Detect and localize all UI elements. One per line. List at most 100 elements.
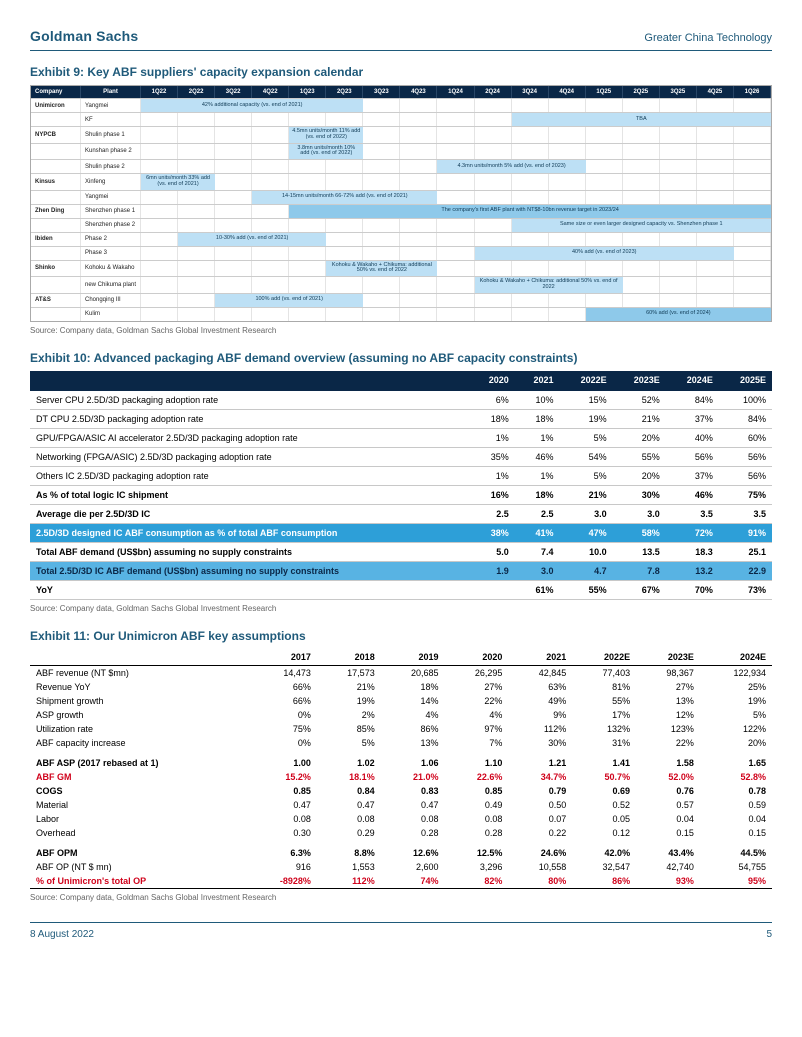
table-cell: 0.47 bbox=[381, 798, 445, 812]
table-cell: 50.7% bbox=[572, 770, 636, 784]
table-cell: 95% bbox=[700, 874, 772, 889]
gantt-empty-cell bbox=[141, 261, 178, 277]
row-label: Material bbox=[30, 798, 247, 812]
gantt-empty-cell bbox=[363, 160, 400, 173]
table-cell: 0.22 bbox=[508, 826, 572, 840]
exhibit-10-source: Source: Company data, Goldman Sachs Glob… bbox=[30, 604, 772, 613]
row-label: ABF revenue (NT $mn) bbox=[30, 665, 247, 680]
col-header: 2017 bbox=[247, 649, 317, 666]
table-row: Total ABF demand (US$bn) assuming no sup… bbox=[30, 542, 772, 561]
gantt-empty-cell bbox=[289, 277, 326, 293]
row-label: Revenue YoY bbox=[30, 680, 247, 694]
row-label: ABF capacity increase bbox=[30, 736, 247, 750]
row-label: ABF OP (NT $ mn) bbox=[30, 860, 247, 874]
table-row: YoY61%55%67%70%73% bbox=[30, 580, 772, 599]
gantt-empty-cell bbox=[215, 277, 252, 293]
col-header: 2020 bbox=[470, 371, 515, 390]
table-cell: 0.84 bbox=[317, 784, 381, 798]
gantt-empty-cell bbox=[178, 205, 215, 218]
gantt-empty-cell bbox=[475, 174, 512, 190]
table-cell: 55% bbox=[572, 694, 636, 708]
col-header: 2022E bbox=[572, 649, 636, 666]
gantt-empty-cell bbox=[475, 191, 512, 204]
gantt-empty-cell bbox=[512, 261, 549, 277]
gantt-empty-cell bbox=[363, 233, 400, 246]
table-cell: 54% bbox=[560, 447, 613, 466]
table-cell: 18.3 bbox=[666, 542, 719, 561]
row-label: As % of total logic IC shipment bbox=[30, 485, 470, 504]
gantt-row: KinsusXinfeng6mn units/month 33% add (vs… bbox=[31, 173, 771, 190]
gantt-empty-cell bbox=[586, 127, 623, 143]
gantt-empty-cell bbox=[475, 113, 512, 126]
table-cell: 25% bbox=[700, 680, 772, 694]
table-cell: 52% bbox=[613, 390, 666, 410]
table-cell: 1% bbox=[470, 428, 515, 447]
table-cell: 7.8 bbox=[613, 561, 666, 580]
table-head-row: 201720182019202020212022E2023E2024E bbox=[30, 649, 772, 666]
gantt-empty-cell bbox=[660, 160, 697, 173]
gantt-empty-cell bbox=[697, 127, 734, 143]
page-header: Goldman Sachs Greater China Technology bbox=[30, 28, 772, 51]
gantt-empty-cell bbox=[697, 99, 734, 112]
table-cell: 0.15 bbox=[700, 826, 772, 840]
gantt-empty-cell bbox=[437, 127, 474, 143]
col-header: 2019 bbox=[381, 649, 445, 666]
table-cell: 1.06 bbox=[381, 756, 445, 770]
table-cell: -8928% bbox=[247, 874, 317, 889]
table-cell: 8.8% bbox=[317, 846, 381, 860]
table-cell: 3.0 bbox=[560, 504, 613, 523]
exhibit-10-title: Exhibit 10: Advanced packaging ABF deman… bbox=[30, 351, 772, 365]
gantt-company-cell bbox=[31, 144, 81, 160]
gantt-empty-cell bbox=[141, 308, 178, 321]
table-cell: 80% bbox=[508, 874, 572, 889]
gantt-header-cell: 3Q22 bbox=[215, 86, 252, 98]
table-cell: 0.57 bbox=[636, 798, 700, 812]
table-cell: 17,573 bbox=[317, 665, 381, 680]
table-cell: 52.8% bbox=[700, 770, 772, 784]
row-label: Networking (FPGA/ASIC) 2.5D/3D packaging… bbox=[30, 447, 470, 466]
gantt-plant-cell: Chongqing III bbox=[81, 294, 141, 307]
gantt-empty-cell bbox=[697, 277, 734, 293]
table-cell: 0.69 bbox=[572, 784, 636, 798]
exhibit-9-gantt: CompanyPlant1Q222Q223Q224Q221Q232Q233Q23… bbox=[30, 85, 772, 322]
gantt-header-row: CompanyPlant1Q222Q223Q224Q221Q232Q233Q23… bbox=[31, 86, 771, 98]
gantt-empty-cell bbox=[178, 247, 215, 260]
gantt-empty-cell bbox=[697, 294, 734, 307]
row-label: Server CPU 2.5D/3D packaging adoption ra… bbox=[30, 390, 470, 410]
gantt-bar: 14-15mn units/month 66-72% add (vs. end … bbox=[252, 191, 437, 204]
table-cell: 98,367 bbox=[636, 665, 700, 680]
gantt-empty-cell bbox=[512, 233, 549, 246]
table-cell: 18.1% bbox=[317, 770, 381, 784]
gantt-empty-cell bbox=[586, 261, 623, 277]
gantt-empty-cell bbox=[252, 261, 289, 277]
gantt-plant-cell: Phase 3 bbox=[81, 247, 141, 260]
table-cell: 73% bbox=[719, 580, 772, 599]
table-cell: 0.85 bbox=[247, 784, 317, 798]
gantt-empty-cell bbox=[400, 308, 437, 321]
gantt-row: ShinkoKohoku & WakahoKohoku & Wakaho + C… bbox=[31, 260, 771, 277]
gantt-empty-cell bbox=[289, 160, 326, 173]
table-cell: 82% bbox=[445, 874, 509, 889]
table-cell: 6% bbox=[470, 390, 515, 410]
row-label: Overhead bbox=[30, 826, 247, 840]
row-label: DT CPU 2.5D/3D packaging adoption rate bbox=[30, 409, 470, 428]
gantt-empty-cell bbox=[586, 144, 623, 160]
table-row: 2.5D/3D designed IC ABF consumption as %… bbox=[30, 523, 772, 542]
gantt-empty-cell bbox=[697, 174, 734, 190]
table-cell: 20% bbox=[700, 736, 772, 750]
table-cell: 61% bbox=[515, 580, 560, 599]
gantt-empty-cell bbox=[178, 294, 215, 307]
gantt-empty-cell bbox=[549, 308, 586, 321]
page-footer: 8 August 2022 5 bbox=[30, 922, 772, 940]
gantt-bar: 3.8mn units/month 10% add (vs. end of 20… bbox=[289, 144, 363, 160]
table-cell: 10% bbox=[515, 390, 560, 410]
table-cell: 66% bbox=[247, 694, 317, 708]
gantt-bar: Kohoku & Wakaho + Chikuma: additional 50… bbox=[475, 277, 623, 293]
gantt-empty-cell bbox=[660, 99, 697, 112]
gantt-header-cell: 2Q23 bbox=[326, 86, 363, 98]
table-cell: 0.12 bbox=[572, 826, 636, 840]
table-cell: 47% bbox=[560, 523, 613, 542]
gantt-empty-cell bbox=[734, 261, 771, 277]
gantt-empty-cell bbox=[734, 99, 771, 112]
gantt-header-cell: 3Q25 bbox=[660, 86, 697, 98]
